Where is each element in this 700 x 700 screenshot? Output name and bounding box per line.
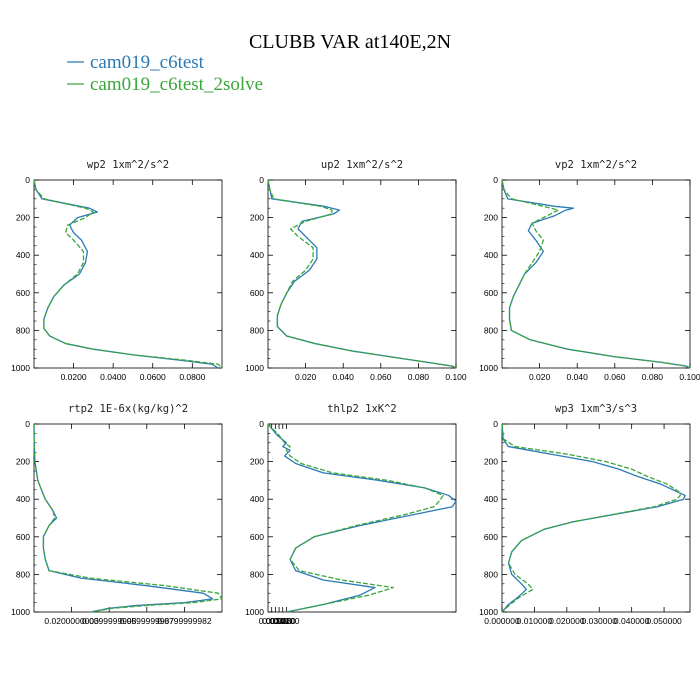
y-tick-label: 800	[250, 325, 264, 335]
panel-title: thlp2 1xK^2	[327, 403, 397, 415]
x-tick-label: 0.100	[445, 372, 467, 382]
x-tick-label: 0.040000	[614, 616, 650, 626]
panel-title: wp2 1xm^2/s^2	[87, 159, 169, 171]
y-tick-label: 800	[484, 325, 498, 335]
series-line-cam019-c6test-2solve	[501, 179, 691, 369]
x-tick-label: 0.080	[642, 372, 664, 382]
x-tick-label: 0.0400	[100, 372, 126, 382]
y-tick-label: 1000	[11, 607, 30, 617]
panel-3: vp2 1xm^2/s^2 0 200 400 600 800 1000 0.020 0.040…	[479, 159, 700, 382]
x-tick-label: 0.010000	[517, 616, 553, 626]
y-tick-label: 600	[16, 532, 30, 542]
series-line-cam019-c6test-2solve	[501, 423, 681, 613]
panel-4: rtp2 1E-6x(kg/kg)^2 0 200 400 600 800 1000 0.02…	[11, 403, 223, 626]
y-tick-label: 200	[250, 457, 264, 467]
x-tick-label: 0.0600	[140, 372, 166, 382]
panel-5: thlp2 1xK^2 0 200 400 600 800 10000.00200.0040…	[245, 403, 457, 626]
series-line-cam019-c6test	[501, 423, 686, 613]
series-line-cam019-c6test	[501, 179, 691, 369]
x-tick-label: 0.050000	[646, 616, 682, 626]
x-tick-label: 0.020	[529, 372, 551, 382]
y-tick-label: 0	[25, 175, 30, 185]
y-tick-label: 200	[250, 213, 264, 223]
panel-6: wp3 1xm^3/s^3020040060080010000.0000000.…	[479, 403, 691, 626]
y-tick-label: 800	[250, 569, 264, 579]
plot-frame	[267, 423, 457, 613]
panel-title: rtp2 1E-6x(kg/kg)^2	[68, 403, 188, 415]
y-tick-label: 400	[250, 250, 264, 260]
series-line-cam019-c6test-2solve	[267, 179, 457, 369]
series-line-cam019-c6test-2solve	[267, 423, 444, 613]
x-tick-label: 0.0020	[259, 616, 285, 626]
y-tick-label: 800	[16, 569, 30, 579]
x-tick-label: 0.020	[295, 372, 317, 382]
x-tick-label: 0.0399999998	[82, 616, 137, 626]
x-tick-label: 0.0799999982	[157, 616, 212, 626]
y-tick-label: 400	[16, 494, 30, 504]
y-tick-label: 200	[484, 457, 498, 467]
y-tick-label: 200	[16, 457, 30, 467]
series-line-cam019-c6test-2solve	[33, 423, 223, 613]
panel-1: wp2 1xm^2/s^2 0 200 400 600 800 1000 0.0200 0.04…	[11, 159, 223, 382]
x-tick-label: 0.020000	[549, 616, 585, 626]
y-tick-label: 0	[493, 175, 498, 185]
y-tick-label: 1000	[479, 363, 498, 373]
y-tick-label: 1000	[479, 607, 498, 617]
x-tick-label: 0.080	[408, 372, 430, 382]
y-tick-label: 1000	[245, 363, 264, 373]
series-line-cam019-c6test	[33, 423, 214, 613]
series-line-cam019-c6test	[33, 179, 219, 369]
y-tick-label: 1000	[245, 607, 264, 617]
x-tick-label: 0.0800	[179, 372, 205, 382]
y-tick-label: 200	[484, 213, 498, 223]
x-tick-label: 0.0200000000	[44, 616, 99, 626]
x-tick-label: 0.030000	[582, 616, 618, 626]
y-tick-label: 400	[250, 494, 264, 504]
y-tick-label: 400	[484, 250, 498, 260]
y-tick-label: 400	[16, 250, 30, 260]
x-tick-label: 0.100	[679, 372, 700, 382]
y-tick-label: 600	[484, 532, 498, 542]
x-tick-label: 0.0040	[262, 616, 288, 626]
y-tick-label: 0	[259, 175, 264, 185]
y-tick-label: 0	[493, 419, 498, 429]
plot-frame	[33, 179, 223, 369]
x-tick-label: 0.060	[370, 372, 392, 382]
x-tick-label: 0.040	[333, 372, 355, 382]
y-tick-label: 800	[16, 325, 30, 335]
x-tick-label: 0.060	[604, 372, 626, 382]
legend-label-2: cam019_c6test_2solve	[90, 74, 263, 95]
y-tick-label: 600	[16, 288, 30, 298]
plot-frame	[267, 179, 457, 369]
y-tick-label: 400	[484, 494, 498, 504]
panel-title: up2 1xm^2/s^2	[321, 159, 403, 171]
figure-title: CLUBB VAR at140E,2N	[249, 31, 451, 53]
y-tick-label: 0	[25, 419, 30, 429]
x-tick-label: 0.0080	[270, 616, 296, 626]
x-tick-label: 0.0100	[273, 616, 299, 626]
legend: cam019_c6test cam019_c6test_2solve	[67, 52, 263, 95]
series-line-cam019-c6test	[267, 179, 457, 369]
y-tick-label: 600	[250, 532, 264, 542]
x-tick-label: 0.0599999987	[120, 616, 175, 626]
y-tick-label: 800	[484, 569, 498, 579]
panel-title: wp3 1xm^3/s^3	[555, 403, 637, 415]
y-tick-label: 600	[250, 288, 264, 298]
panel-2: up2 1xm^2/s^2 0 200 400 600 800 1000 0.020 0.040…	[245, 159, 467, 382]
x-tick-label: 0.0200	[61, 372, 87, 382]
legend-label-1: cam019_c6test	[90, 52, 205, 73]
x-tick-label: 0.000000	[484, 616, 520, 626]
y-tick-label: 200	[16, 213, 30, 223]
x-tick-label: 0.0060	[266, 616, 292, 626]
series-line-cam019-c6test	[267, 423, 457, 613]
y-tick-label: 0	[259, 419, 264, 429]
y-tick-label: 1000	[11, 363, 30, 373]
x-tick-label: 0.040	[567, 372, 589, 382]
series-line-cam019-c6test-2solve	[33, 179, 223, 369]
y-tick-label: 600	[484, 288, 498, 298]
panel-title: vp2 1xm^2/s^2	[555, 159, 637, 171]
